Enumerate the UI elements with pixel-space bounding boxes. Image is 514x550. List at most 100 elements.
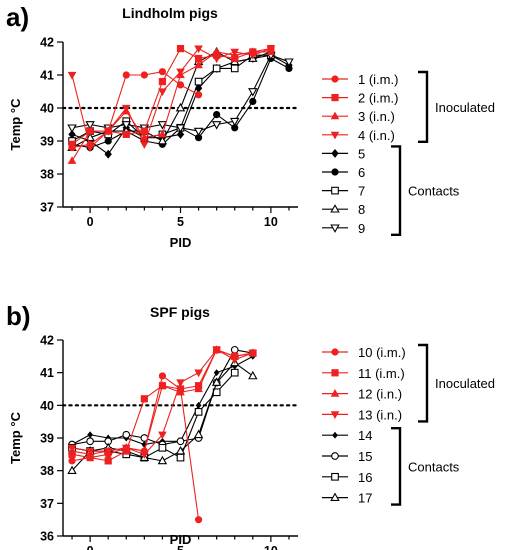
- data-point: [176, 387, 185, 396]
- legend-marker: [331, 75, 339, 83]
- series-4: [67, 45, 276, 153]
- legend-item: 12 (i.n.): [322, 387, 402, 402]
- legend-item: 5: [322, 146, 365, 161]
- data-point: [230, 64, 239, 73]
- data-point: [85, 447, 95, 456]
- x-tick-label: 0: [87, 215, 94, 229]
- data-point: [193, 429, 204, 439]
- data-point: [158, 443, 167, 452]
- data-point: [122, 130, 130, 139]
- x-tick-label: 5: [177, 215, 184, 229]
- data-point: [157, 135, 168, 145]
- data-point: [175, 445, 186, 455]
- data-point: [176, 379, 185, 388]
- legend-item: 16: [322, 470, 372, 485]
- series-8: [67, 46, 276, 151]
- legend-item: 2 (i.m.): [322, 91, 398, 106]
- data-point: [122, 71, 130, 79]
- x-tick-label: 0: [87, 544, 94, 550]
- data-point: [85, 144, 95, 153]
- y-tick-label: 38: [40, 168, 54, 182]
- series-line: [71, 349, 253, 446]
- legend-marker: [332, 431, 338, 439]
- data-point: [67, 465, 77, 475]
- data-point: [193, 127, 204, 137]
- legend-label: 9: [358, 221, 365, 236]
- group-label: Contacts: [408, 184, 460, 199]
- data-point: [248, 88, 258, 97]
- data-point: [68, 457, 76, 465]
- legend-label: 3 (i.n.): [358, 109, 395, 124]
- data-point: [212, 346, 221, 355]
- y-tick-label: 37: [40, 497, 54, 511]
- series-line: [71, 54, 271, 142]
- legend-item: 7: [322, 184, 365, 199]
- legend-marker: [331, 186, 339, 195]
- x-axis-title: PID: [170, 532, 192, 547]
- data-point: [140, 451, 149, 459]
- y-tick-label: 37: [40, 201, 54, 215]
- data-point: [104, 137, 112, 145]
- data-point: [175, 102, 186, 112]
- legend-marker: [331, 472, 339, 481]
- data-point: [121, 121, 132, 130]
- legend-marker: [331, 348, 339, 356]
- data-point: [194, 77, 203, 86]
- bracket-line: [391, 145, 402, 236]
- bracket-line: [391, 427, 402, 506]
- chart-panel-2: b) SPF pigs 36 37 38 39 40 41 42 0 5 10 Temp °C PID 10…: [6, 301, 495, 550]
- legend-item: 17: [322, 491, 372, 506]
- y-tick-label: 39: [40, 135, 54, 149]
- bracket-line: [418, 70, 429, 143]
- data-point: [175, 124, 186, 133]
- legend-item: 9: [322, 221, 365, 236]
- y-tick-label: 38: [40, 464, 54, 478]
- data-point: [104, 149, 112, 159]
- data-point: [103, 127, 113, 136]
- data-point: [158, 88, 167, 97]
- data-point: [230, 48, 240, 57]
- legend-item: 11 (i.m.): [322, 366, 405, 381]
- legend-marker: [330, 389, 340, 397]
- data-point: [157, 121, 168, 130]
- legend-label: 15: [358, 449, 372, 464]
- data-point: [194, 91, 203, 99]
- legend-item: 4 (i.n.): [322, 128, 395, 143]
- data-point: [176, 453, 185, 462]
- data-point: [176, 68, 185, 77]
- legend-marker: [330, 411, 340, 419]
- legend-item: 10 (i.m.): [322, 345, 406, 360]
- legend-label: 16: [358, 470, 372, 485]
- data-point: [212, 55, 221, 64]
- y-axis-title: Temp °C: [8, 98, 23, 151]
- legend-item: 13 (i.n.): [322, 407, 402, 422]
- data-point: [121, 104, 131, 113]
- legend-item: 6: [322, 165, 365, 180]
- series-13: [67, 346, 258, 459]
- series-line: [71, 71, 199, 149]
- legend-label: 4 (i.n.): [358, 128, 395, 143]
- group-label: Contacts: [408, 459, 460, 474]
- data-point: [67, 156, 77, 164]
- data-point: [140, 71, 148, 79]
- data-point: [248, 370, 258, 380]
- data-point: [67, 124, 77, 133]
- series-9: [67, 51, 294, 137]
- y-axis-title: Temp °C: [8, 411, 23, 464]
- legend-label: 11 (i.m.): [358, 366, 405, 381]
- chart-title: Lindholm pigs: [122, 5, 218, 21]
- data-point: [68, 140, 76, 148]
- data-point: [157, 455, 168, 465]
- legend-marker: [331, 452, 339, 460]
- y-tick-label: 42: [40, 36, 54, 50]
- legend-item: 15: [322, 449, 372, 464]
- legend-label: 14: [358, 428, 372, 443]
- y-tick-label: 40: [40, 399, 54, 413]
- series-line: [71, 48, 271, 145]
- data-point: [176, 437, 185, 446]
- data-point: [176, 44, 185, 53]
- y-tick-label: 39: [40, 432, 54, 446]
- legend-item: 14: [322, 428, 372, 443]
- legend-label: 17: [358, 491, 372, 506]
